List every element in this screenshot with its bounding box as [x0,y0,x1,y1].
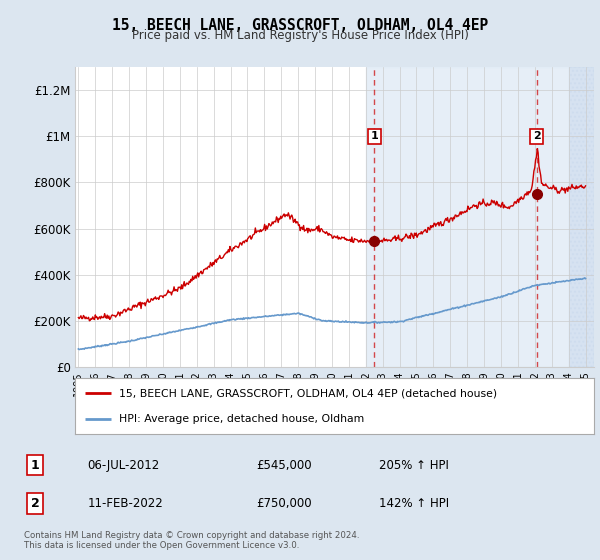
Bar [569,67,594,367]
Text: £545,000: £545,000 [256,459,312,472]
Text: 142% ↑ HPI: 142% ↑ HPI [379,497,449,510]
Text: 2: 2 [533,132,541,141]
Text: 1: 1 [31,459,40,472]
Text: £750,000: £750,000 [256,497,312,510]
Text: Contains HM Land Registry data © Crown copyright and database right 2024.
This d: Contains HM Land Registry data © Crown c… [24,531,359,550]
Text: 06-JUL-2012: 06-JUL-2012 [88,459,160,472]
Bar [366,67,594,367]
Text: 205% ↑ HPI: 205% ↑ HPI [379,459,449,472]
Text: 1: 1 [370,132,378,141]
Text: 11-FEB-2022: 11-FEB-2022 [88,497,163,510]
Text: 2: 2 [31,497,40,510]
Text: 15, BEECH LANE, GRASSCROFT, OLDHAM, OL4 4EP: 15, BEECH LANE, GRASSCROFT, OLDHAM, OL4 … [112,18,488,33]
Text: HPI: Average price, detached house, Oldham: HPI: Average price, detached house, Oldh… [119,414,364,424]
Text: 15, BEECH LANE, GRASSCROFT, OLDHAM, OL4 4EP (detached house): 15, BEECH LANE, GRASSCROFT, OLDHAM, OL4 … [119,388,497,398]
Text: Price paid vs. HM Land Registry's House Price Index (HPI): Price paid vs. HM Land Registry's House … [131,29,469,42]
